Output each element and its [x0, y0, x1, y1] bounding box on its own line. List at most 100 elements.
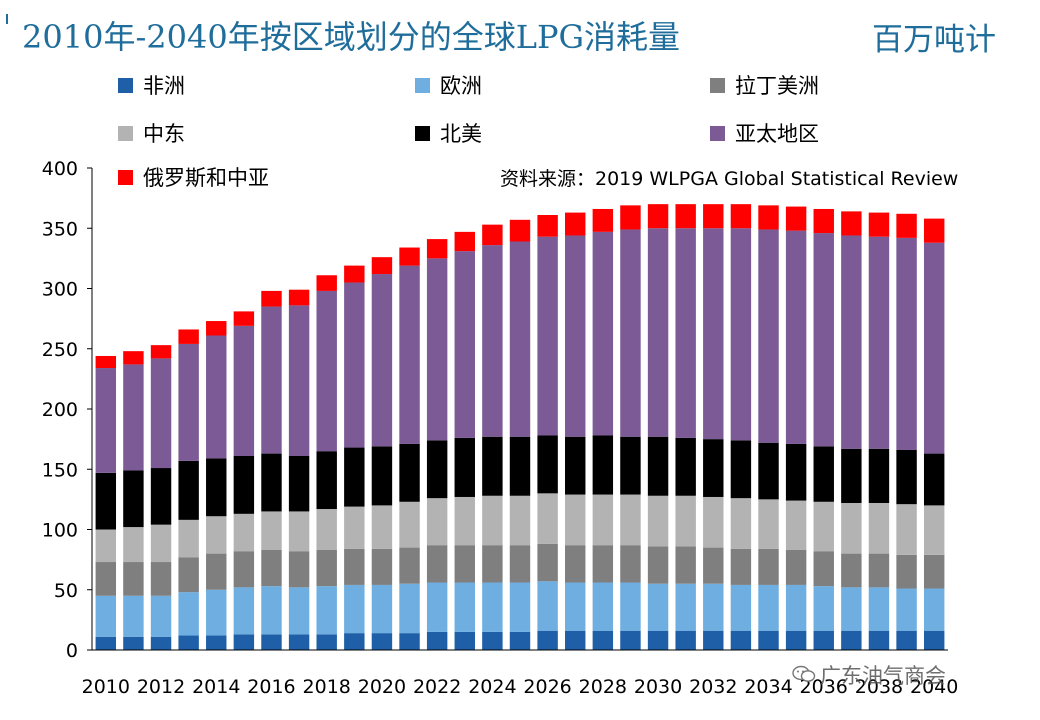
bar-segment-2029-s4 [620, 436, 641, 495]
bar-segment-2032-s4 [703, 439, 724, 497]
y-tick-label-0: 0 [66, 640, 78, 662]
bar-segment-2014-s6 [206, 321, 227, 336]
legend-swatch-africa [118, 77, 133, 93]
bar-segment-2020-s3 [371, 505, 393, 549]
bar-segment-2023-s4 [454, 437, 475, 497]
bar-segment-2030-s0 [647, 630, 669, 650]
bar-segment-2013-s6 [178, 329, 199, 344]
x-tick-label-2030: 2030 [634, 676, 682, 698]
bar-segment-2027-s0 [565, 630, 586, 650]
bar-segment-2030-s4 [647, 436, 669, 496]
bar-segment-2031-s2 [675, 546, 696, 584]
y-tick-label-50: 50 [54, 580, 78, 602]
bar-segment-2013-s3 [178, 519, 199, 558]
bar-segment-2020-s1 [371, 584, 393, 634]
bar-segment-2036-s5 [813, 233, 834, 447]
bar-segment-2030-s3 [647, 495, 669, 547]
bar-segment-2017-s1 [288, 587, 310, 635]
bar-segment-2022-s6 [426, 239, 448, 259]
bar-segment-2018-s4 [316, 451, 337, 510]
bar-segment-2021-s1 [399, 583, 420, 634]
bar-segment-2025-s5 [509, 241, 531, 437]
bar-segment-2026-s1 [537, 581, 558, 631]
bar-segment-2031-s1 [675, 583, 696, 631]
bar-segment-2029-s1 [620, 582, 641, 631]
x-tick-label-2022: 2022 [413, 676, 461, 698]
bar-segment-2024-s1 [482, 582, 503, 632]
legend-swatch-asia-pacific [710, 125, 725, 141]
bar-segment-2016-s6 [261, 290, 282, 307]
bar-segment-2022-s5 [426, 258, 448, 441]
bar-segment-2015-s4 [233, 456, 255, 514]
bar-segment-2019-s5 [344, 282, 365, 448]
bar-segment-2032-s0 [703, 630, 724, 650]
bar-segment-2030-s2 [647, 546, 669, 584]
bar-segment-2033-s5 [730, 228, 752, 441]
x-tick-label-2040: 2040 [910, 676, 958, 698]
bar-segment-2014-s4 [206, 458, 227, 517]
bar-segment-2015-s2 [233, 551, 255, 588]
bar-segment-2021-s3 [399, 501, 420, 548]
bar-segment-2013-s0 [178, 635, 199, 650]
bar-segment-2016-s4 [261, 453, 282, 512]
bar-segment-2039-s4 [896, 449, 917, 505]
x-tick-label-2020: 2020 [358, 676, 406, 698]
bar-segment-2011-s2 [123, 562, 144, 596]
legend-swatch-russia-central-asia [118, 169, 133, 185]
bar-segment-2038-s2 [868, 553, 890, 588]
bar-segment-2032-s6 [703, 204, 724, 229]
bar-segment-2039-s1 [896, 588, 917, 631]
x-tick-label-2016: 2016 [247, 676, 295, 698]
bar-segment-2033-s4 [730, 440, 752, 499]
x-tick-label-2018: 2018 [303, 676, 351, 698]
bar-segment-2031-s0 [675, 630, 696, 650]
legend-item-middle-east: 中东 [118, 120, 185, 146]
bar-segment-2025-s2 [509, 545, 531, 583]
bar-segment-2012-s6 [150, 345, 172, 359]
legend-swatch-europe [415, 77, 430, 93]
bar-segment-2021-s5 [399, 265, 420, 444]
wechat-icon [792, 665, 816, 682]
bar-segment-2018-s5 [316, 290, 337, 452]
bar-segment-2036-s4 [813, 446, 834, 502]
bar-segment-2014-s5 [206, 335, 227, 459]
bar-segment-2027-s3 [565, 494, 586, 546]
bar-segment-2019-s6 [344, 265, 365, 283]
bar-segment-2029-s5 [620, 229, 641, 437]
bar-segment-2025-s0 [509, 631, 531, 650]
bar-segment-2032-s1 [703, 583, 724, 631]
x-tick-label-2024: 2024 [468, 676, 516, 698]
bar-segment-2012-s4 [150, 468, 172, 525]
bar-segment-2021-s6 [399, 247, 420, 266]
bar-segment-2030-s5 [647, 228, 669, 437]
bar-segment-2036-s6 [813, 208, 834, 234]
bar-segment-2024-s6 [482, 224, 503, 246]
bar-segment-2040-s3 [923, 505, 945, 555]
bar-segment-2031-s4 [675, 437, 696, 496]
bar-segment-2017-s6 [288, 289, 310, 306]
bar-segment-2032-s5 [703, 228, 724, 440]
bar-segment-2020-s5 [371, 274, 393, 447]
bar-segment-2035-s5 [785, 230, 807, 444]
bar-segment-2016-s2 [261, 549, 282, 587]
bar-segment-2024-s5 [482, 245, 503, 437]
bar-segment-2010-s3 [95, 529, 117, 563]
bar-segment-2027-s2 [565, 545, 586, 583]
unit-label: 百万吨计 [872, 22, 996, 58]
bar-segment-2034-s1 [758, 584, 779, 631]
bar-segment-2030-s1 [647, 583, 669, 631]
bar-segment-2023-s2 [454, 545, 475, 583]
bar-segment-2021-s2 [399, 547, 420, 584]
bar-segment-2038-s5 [868, 236, 890, 449]
bar-segment-2029-s0 [620, 630, 641, 650]
x-tick-label-2038: 2038 [855, 676, 903, 698]
bar-segment-2034-s2 [758, 548, 779, 585]
legend-label-latin-america: 拉丁美洲 [735, 74, 819, 98]
legend-item-europe: 欧洲 [415, 72, 482, 98]
bar-segment-2029-s6 [620, 205, 641, 230]
bar-segment-2039-s6 [896, 213, 917, 238]
bar-segment-2018-s6 [316, 275, 337, 291]
bar-segment-2012-s1 [150, 595, 172, 637]
bar-segment-2028-s5 [592, 231, 614, 436]
bar-segment-2037-s3 [841, 502, 862, 554]
